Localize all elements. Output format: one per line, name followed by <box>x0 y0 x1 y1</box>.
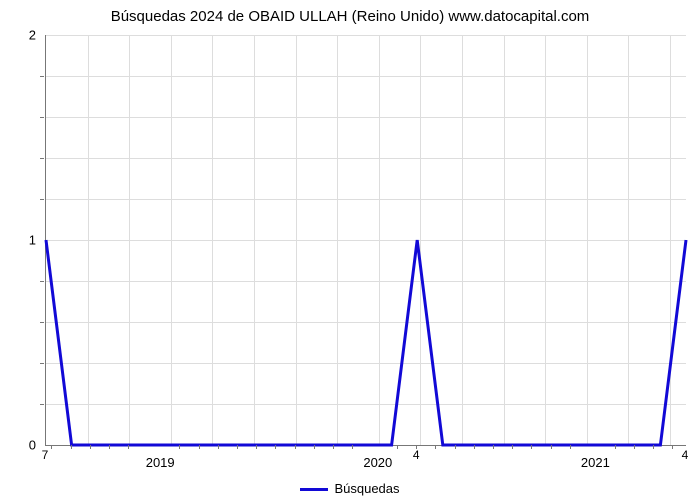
x-axis-minor-tick <box>615 445 616 449</box>
x-axis-tick-label: 2019 <box>146 455 175 470</box>
x-axis-minor-tick <box>179 445 180 449</box>
legend: Búsquedas <box>0 481 700 496</box>
x-axis-minor-tick <box>275 445 276 449</box>
y-axis-minor-tick <box>40 199 44 200</box>
data-point-label: 4 <box>413 448 420 462</box>
plot-area <box>45 35 686 446</box>
data-point-label: 7 <box>42 448 49 462</box>
x-axis-tick-label: 2020 <box>363 455 392 470</box>
y-axis-minor-tick <box>40 322 44 323</box>
x-axis-minor-tick <box>455 445 456 449</box>
legend-swatch <box>300 488 328 491</box>
y-axis-minor-tick <box>40 404 44 405</box>
line-series <box>46 35 686 445</box>
x-axis-minor-tick <box>71 445 72 449</box>
x-axis-minor-tick <box>531 445 532 449</box>
x-axis-minor-tick <box>653 445 654 449</box>
y-axis-tick-label: 1 <box>0 233 36 248</box>
y-axis-minor-tick <box>40 158 44 159</box>
x-axis-minor-tick <box>634 445 635 449</box>
x-axis-minor-tick <box>352 445 353 449</box>
y-axis-tick-label: 0 <box>0 438 36 453</box>
y-axis-tick-label: 2 <box>0 28 36 43</box>
x-axis-minor-tick <box>128 445 129 449</box>
legend-label: Búsquedas <box>334 481 399 496</box>
x-axis-minor-tick <box>435 445 436 449</box>
y-axis-minor-tick <box>40 281 44 282</box>
y-axis-minor-tick <box>40 363 44 364</box>
x-axis-minor-tick <box>570 445 571 449</box>
x-axis-minor-tick <box>397 445 398 449</box>
x-axis-minor-tick <box>672 445 673 449</box>
x-axis-minor-tick <box>256 445 257 449</box>
x-axis-minor-tick <box>551 445 552 449</box>
x-axis-minor-tick <box>51 445 52 449</box>
x-axis-minor-tick <box>474 445 475 449</box>
y-axis-minor-tick <box>40 76 44 77</box>
y-axis-minor-tick <box>40 117 44 118</box>
x-axis-minor-tick <box>218 445 219 449</box>
chart-title: Búsquedas 2024 de OBAID ULLAH (Reino Uni… <box>0 8 700 25</box>
x-axis-minor-tick <box>295 445 296 449</box>
x-axis-minor-tick <box>333 445 334 449</box>
x-axis-minor-tick <box>493 445 494 449</box>
x-axis-minor-tick <box>199 445 200 449</box>
x-axis-minor-tick <box>109 445 110 449</box>
x-axis-minor-tick <box>512 445 513 449</box>
x-axis-minor-tick <box>237 445 238 449</box>
x-axis-minor-tick <box>90 445 91 449</box>
x-axis-tick-label: 2021 <box>581 455 610 470</box>
chart-container: Búsquedas 2024 de OBAID ULLAH (Reino Uni… <box>0 0 700 500</box>
data-point-label: 4 <box>682 448 689 462</box>
x-axis-minor-tick <box>314 445 315 449</box>
